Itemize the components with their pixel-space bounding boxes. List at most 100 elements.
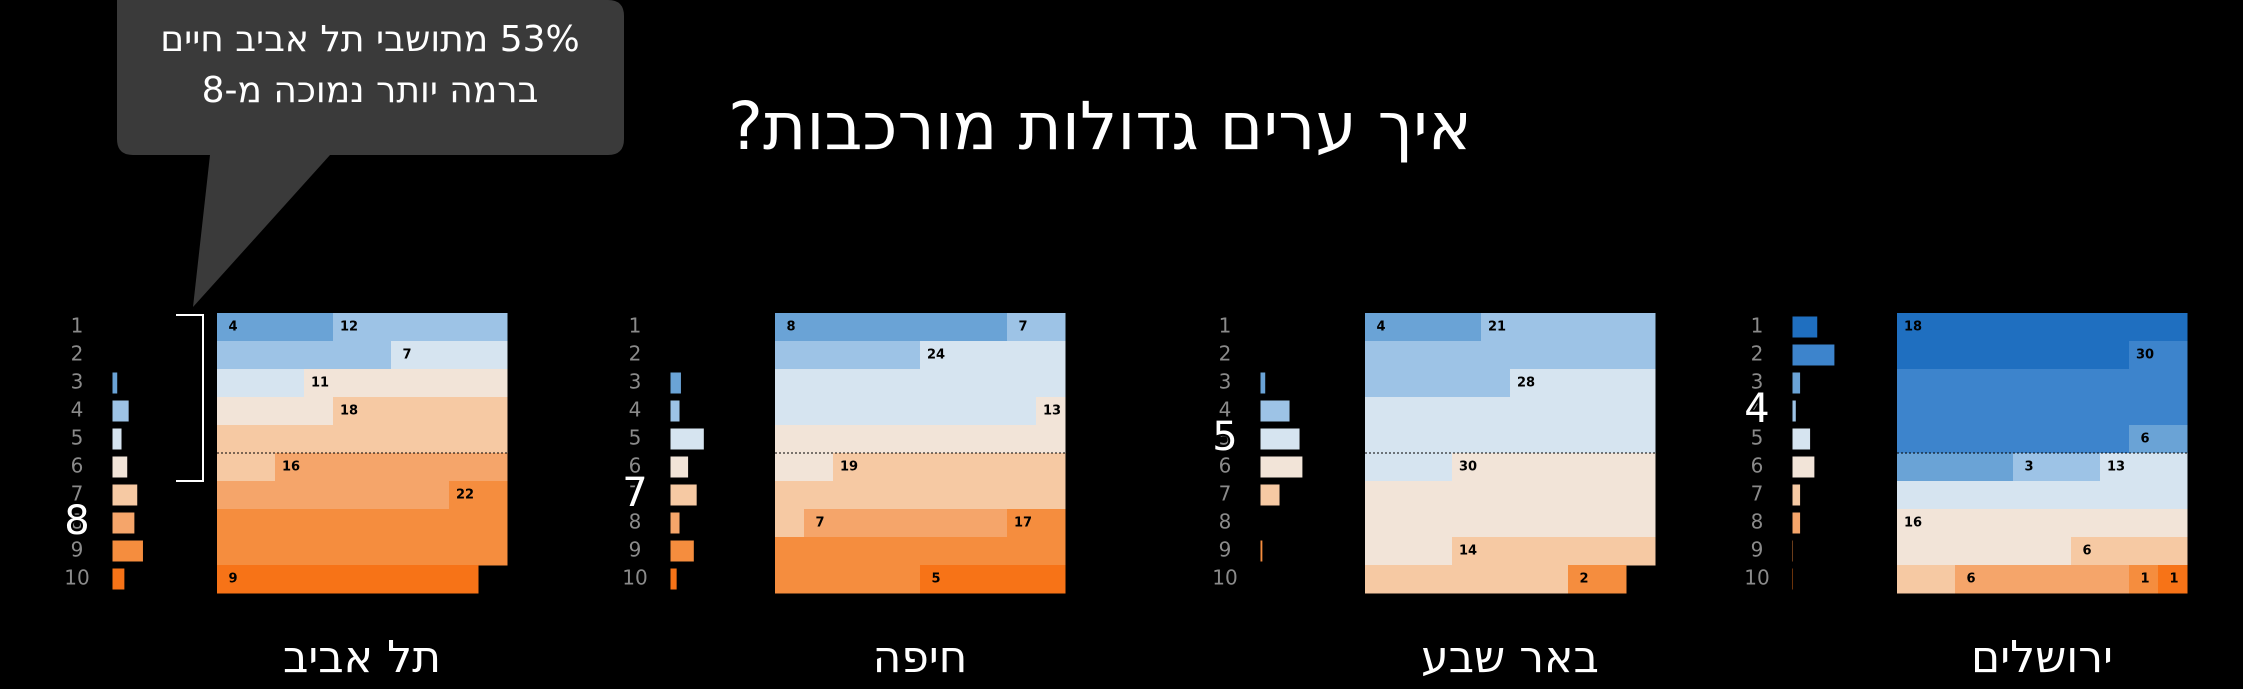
waffle-cell <box>275 397 305 426</box>
waffle-cell <box>775 341 805 370</box>
waffle-cell <box>2071 565 2101 594</box>
histogram-bar <box>1259 427 1301 451</box>
waffle-cell <box>2129 565 2159 594</box>
waffle-cell <box>2158 453 2188 482</box>
waffle-cell <box>804 537 834 566</box>
decile-label: 8 <box>629 510 642 534</box>
waffle-cell <box>449 397 479 426</box>
waffle-cell <box>2129 453 2159 482</box>
decile-label: 2 <box>1751 342 1764 366</box>
waffle-cell <box>420 509 450 538</box>
histogram-bar <box>111 399 130 423</box>
waffle-cell <box>891 341 921 370</box>
waffle-cell <box>1984 481 2014 510</box>
waffle-cell <box>1452 341 1482 370</box>
waffle-cell <box>1955 565 1985 594</box>
waffle-cell <box>949 509 979 538</box>
waffle-cell <box>275 481 305 510</box>
waffle-cell <box>2013 425 2043 454</box>
waffle-cell <box>1481 537 1511 566</box>
waffle-cell <box>2071 537 2101 566</box>
waffle-cell <box>978 369 1008 398</box>
waffle-cell <box>1926 509 1956 538</box>
highlight-decile: 5 <box>1212 414 1237 460</box>
waffle-cell <box>1481 425 1511 454</box>
waffle-cell <box>862 369 892 398</box>
waffle-cell <box>1984 397 2014 426</box>
waffle-cell <box>1597 369 1627 398</box>
block-label: 30 <box>1459 460 1477 475</box>
histogram-bar <box>1791 567 1794 591</box>
waffle-cell <box>275 313 305 342</box>
histogram-bar <box>1791 427 1812 451</box>
waffle-cell <box>1539 565 1569 594</box>
waffle-cell <box>949 453 979 482</box>
waffle-cell <box>217 481 247 510</box>
waffle-cell <box>833 341 863 370</box>
waffle-cell <box>949 313 979 342</box>
waffle-cell <box>1568 537 1598 566</box>
waffle-cell <box>978 397 1008 426</box>
waffle-cell <box>2129 397 2159 426</box>
waffle-cell <box>304 537 334 566</box>
histogram-bar <box>1791 399 1797 423</box>
decile-label: 9 <box>71 538 84 562</box>
waffle-cell <box>891 397 921 426</box>
waffle-cell <box>2042 341 2072 370</box>
waffle-cell <box>304 565 334 594</box>
waffle-cell <box>2013 397 2043 426</box>
decile-label: 10 <box>1744 566 1769 590</box>
waffle-cell <box>1984 537 2014 566</box>
waffle-cell <box>2071 369 2101 398</box>
waffle-cell <box>2100 369 2130 398</box>
waffle-cell <box>304 369 334 398</box>
waffle-cell <box>1510 481 1540 510</box>
block-label: 1 <box>2140 572 2149 587</box>
waffle-cell <box>333 537 363 566</box>
waffle-cell <box>217 313 247 342</box>
waffle-cell <box>333 397 363 426</box>
waffle-cell <box>1452 565 1482 594</box>
waffle-cell <box>2158 369 2188 398</box>
waffle-cell <box>1394 453 1424 482</box>
waffle-cell <box>1926 397 1956 426</box>
waffle-cell <box>333 453 363 482</box>
waffle-cell <box>2100 453 2130 482</box>
waffle-cell <box>246 313 276 342</box>
waffle-cell <box>420 313 450 342</box>
waffle-cell <box>275 509 305 538</box>
waffle-cell <box>1036 313 1066 342</box>
waffle-cell <box>1007 369 1037 398</box>
waffle-cell <box>217 565 247 594</box>
waffle-cell <box>775 453 805 482</box>
waffle-cell <box>2158 481 2188 510</box>
waffle-cell <box>246 453 276 482</box>
waffle-cell <box>2071 341 2101 370</box>
waffle-cell <box>920 341 950 370</box>
waffle-cell <box>362 341 392 370</box>
waffle-cell <box>362 425 392 454</box>
block-label: 6 <box>1966 572 1975 587</box>
waffle-cell <box>1452 537 1482 566</box>
waffle-cell <box>1510 425 1540 454</box>
waffle-cell <box>2100 341 2130 370</box>
waffle-cell <box>949 481 979 510</box>
waffle-cell <box>862 313 892 342</box>
waffle-cell <box>1510 369 1540 398</box>
decile-label: 3 <box>71 370 84 394</box>
waffle-cell <box>1568 481 1598 510</box>
decile-label: 10 <box>622 566 647 590</box>
waffle-cell <box>246 425 276 454</box>
waffle-cell <box>1452 481 1482 510</box>
waffle-cell <box>1007 453 1037 482</box>
waffle-cell <box>862 565 892 594</box>
waffle-cell <box>1539 509 1569 538</box>
histogram-bar <box>1259 371 1267 395</box>
waffle-cell <box>949 537 979 566</box>
waffle-cell <box>304 481 334 510</box>
waffle-cell <box>449 565 479 594</box>
waffle-cell <box>1955 341 1985 370</box>
waffle-cell <box>833 509 863 538</box>
waffle-cell <box>1626 313 1656 342</box>
waffle-cell <box>2071 509 2101 538</box>
